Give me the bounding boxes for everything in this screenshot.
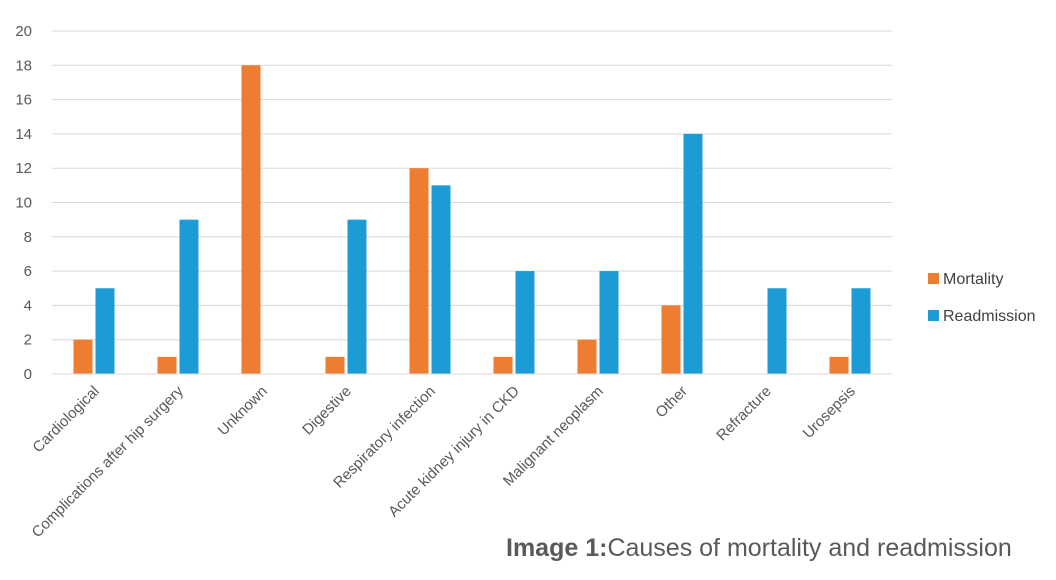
bar-mortality-2	[241, 65, 261, 375]
bar-readmission-8	[767, 288, 787, 374]
y-tick-label: 20	[15, 23, 32, 40]
y-tick-label: 6	[24, 263, 32, 280]
legend-swatch-mortality	[928, 273, 939, 284]
bar-readmission-4	[431, 185, 451, 374]
x-tick-label: Complications after hip surgery	[29, 382, 188, 541]
bar-mortality-0	[73, 339, 93, 374]
y-tick-label: 4	[24, 297, 32, 314]
x-tick-label: Refracture	[713, 383, 775, 445]
bar-mortality-1	[157, 356, 177, 374]
bar-mortality-9	[829, 356, 849, 374]
y-tick-label: 16	[15, 92, 32, 109]
bar-mortality-7	[661, 305, 681, 374]
bar-mortality-4	[409, 168, 429, 374]
y-tick-label: 10	[15, 195, 32, 212]
y-tick-label: 2	[24, 332, 32, 349]
legend-label-mortality: Mortality	[943, 271, 1003, 288]
legend-swatch-readmission	[928, 310, 939, 321]
y-tick-label: 18	[15, 57, 32, 74]
gridlines	[52, 30, 892, 341]
x-tick-label: Digestive	[299, 383, 355, 439]
y-tick-label: 12	[15, 160, 32, 177]
figure-caption: Image 1:Causes of mortality and readmiss…	[506, 534, 1012, 563]
y-axis-ticks: 0 2 4 6 8 10 12 14 16 18 20	[15, 23, 32, 383]
x-tick-label: Other	[652, 383, 691, 422]
x-tick-label: Urosepsis	[800, 383, 859, 442]
bars	[73, 65, 871, 375]
bar-readmission-3	[347, 219, 367, 374]
y-tick-label: 14	[15, 126, 32, 143]
x-tick-label: Unknown	[215, 383, 271, 439]
bar-readmission-7	[683, 133, 703, 374]
caption-label: Image 1:	[506, 534, 608, 562]
bar-readmission-1	[179, 219, 199, 374]
bar-readmission-0	[95, 288, 115, 374]
x-tick-label: Cardiological	[29, 383, 102, 456]
bar-mortality-5	[493, 356, 513, 374]
bar-readmission-6	[599, 271, 619, 374]
legend: Mortality Readmission	[928, 271, 1035, 325]
legend-label-readmission: Readmission	[943, 308, 1035, 325]
bar-mortality-3	[325, 356, 345, 374]
caption-text: Causes of mortality and readmission	[607, 534, 1012, 562]
bar-readmission-5	[515, 271, 535, 374]
bar-readmission-9	[851, 288, 871, 374]
y-tick-label: 8	[24, 229, 32, 246]
y-tick-label: 0	[24, 366, 32, 383]
bar-mortality-6	[577, 339, 597, 374]
